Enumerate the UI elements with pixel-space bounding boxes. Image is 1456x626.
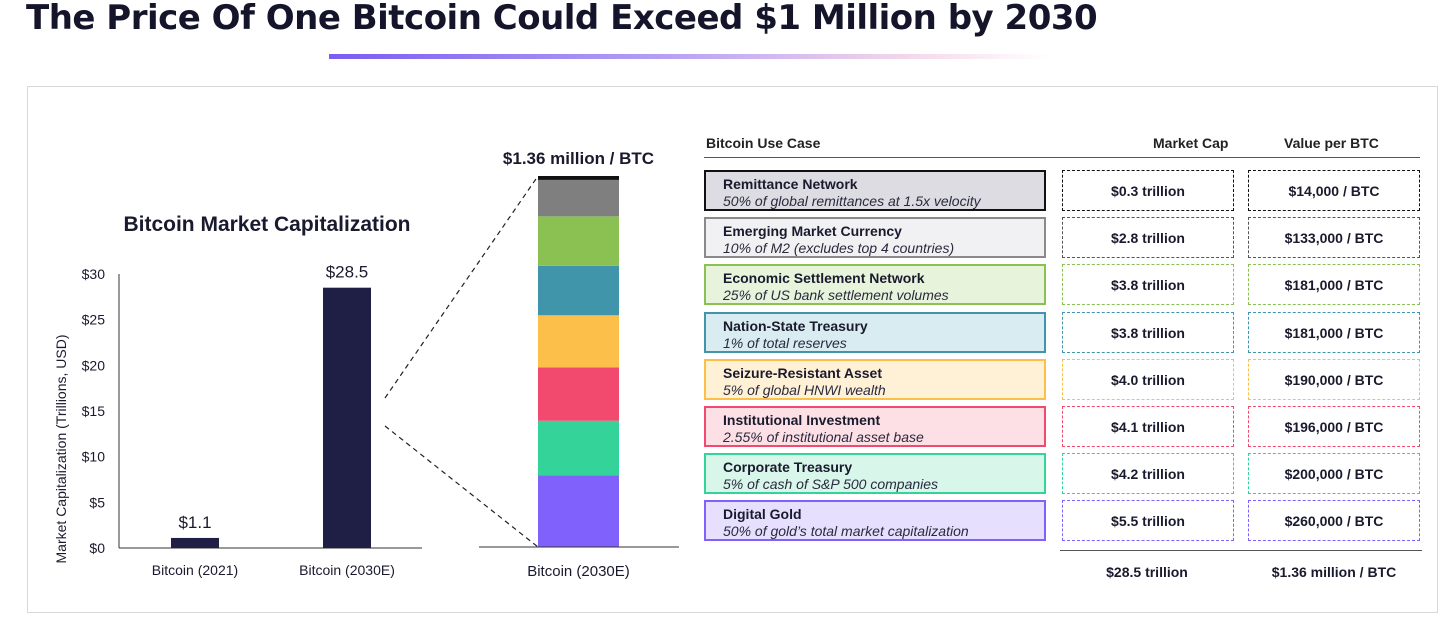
stack-segment	[538, 367, 619, 421]
value-per-btc-cell: $14,000 / BTC	[1248, 170, 1420, 211]
use-case-description: 2.55% of institutional asset base	[723, 429, 924, 445]
value-per-btc-cell: $181,000 / BTC	[1248, 312, 1420, 353]
y-tick-label: $0	[89, 540, 105, 556]
stack-segment	[538, 475, 619, 547]
use-case-cell: Remittance Network 50% of global remittan…	[704, 170, 1046, 211]
use-case-description: 50% of gold’s total market capitalizatio…	[723, 523, 969, 539]
title-underline	[329, 54, 1049, 59]
use-case-description: 50% of global remittances at 1.5x veloci…	[723, 193, 981, 209]
y-tick-label: $15	[82, 403, 106, 419]
bar	[323, 287, 371, 548]
zoom-connector-bottom	[384, 425, 539, 548]
zoom-connector-top	[384, 175, 539, 399]
value-per-btc-cell: $190,000 / BTC	[1248, 359, 1420, 400]
market-cap-cell: $2.8 trillion	[1062, 217, 1234, 258]
stack-category-label: Bitcoin (2030E)	[527, 563, 630, 580]
stack-segment	[538, 265, 619, 316]
use-case-name: Emerging Market Currency	[723, 223, 902, 239]
market-cap-cell: $4.2 trillion	[1062, 453, 1234, 494]
use-case-description: 1% of total reserves	[723, 335, 847, 351]
header-use-case: Bitcoin Use Case	[706, 135, 821, 151]
header-value-per-btc: Value per BTC	[1284, 135, 1379, 151]
x-tick-label: Bitcoin (2021)	[152, 562, 238, 578]
use-case-description: 10% of M2 (excludes top 4 countries)	[723, 240, 955, 256]
market-cap-cell: $4.1 trillion	[1062, 406, 1234, 447]
use-case-name: Nation-State Treasury	[723, 318, 868, 334]
use-case-cell: Emerging Market Currency 10% of M2 (exclu…	[704, 217, 1046, 258]
y-axis-label: Market Capitalization (Trillions, USD)	[53, 335, 69, 564]
bar-data-label: $28.5	[326, 263, 369, 282]
market-cap-cell: $3.8 trillion	[1062, 264, 1234, 305]
use-case-name: Corporate Treasury	[723, 459, 853, 475]
chart-panel	[27, 86, 1438, 613]
chart-title: Bitcoin Market Capitalization	[123, 213, 410, 236]
use-case-name: Seizure-Resistant Asset	[723, 365, 882, 381]
market-cap-cell: $5.5 trillion	[1062, 500, 1234, 541]
stack-segment	[538, 176, 619, 180]
use-case-name: Economic Settlement Network	[723, 270, 925, 286]
value-per-btc-cell: $260,000 / BTC	[1248, 500, 1420, 541]
use-case-cell: Digital Gold 50% of gold’s total market c…	[704, 500, 1046, 541]
use-case-cell: Economic Settlement Network 25% of US ban…	[704, 264, 1046, 305]
value-per-btc-cell: $196,000 / BTC	[1248, 406, 1420, 447]
value-per-btc-cell: $200,000 / BTC	[1248, 453, 1420, 494]
use-case-name: Remittance Network	[723, 176, 858, 192]
bar-data-label: $1.1	[178, 513, 211, 532]
use-case-cell: Corporate Treasury 5% of cash of S&P 500 …	[704, 453, 1046, 494]
stack-top-label: $1.36 million / BTC	[503, 149, 654, 168]
bar	[171, 537, 219, 548]
x-tick-label: Bitcoin (2030E)	[299, 562, 395, 578]
y-tick-label: $30	[82, 266, 106, 282]
y-tick-label: $20	[82, 357, 106, 373]
header-market-cap: Market Cap	[1153, 135, 1229, 151]
use-case-cell: Institutional Investment 2.55% of institu…	[704, 406, 1046, 447]
stack-segment	[538, 315, 619, 368]
use-case-name: Digital Gold	[723, 506, 802, 522]
stack-segment	[538, 420, 619, 476]
y-tick-label: $5	[89, 494, 105, 510]
total-market-cap: $28.5 trillion	[1106, 564, 1188, 580]
use-case-name: Institutional Investment	[723, 412, 881, 428]
use-case-description: 25% of US bank settlement volumes	[723, 287, 949, 303]
market-cap-cell: $4.0 trillion	[1062, 359, 1234, 400]
value-per-btc-cell: $181,000 / BTC	[1248, 264, 1420, 305]
use-case-cell: Seizure-Resistant Asset 5% of global HNWI…	[704, 359, 1046, 400]
stack-segment	[538, 179, 619, 217]
y-tick-label: $25	[82, 312, 106, 328]
totals-divider	[1060, 550, 1422, 551]
page-title: The Price Of One Bitcoin Could Exceed $1…	[26, 0, 1098, 38]
market-cap-cell: $3.8 trillion	[1062, 312, 1234, 353]
stack-segment	[538, 216, 619, 266]
use-case-description: 5% of global HNWI wealth	[723, 382, 886, 398]
use-case-cell: Nation-State Treasury 1% of total reserve…	[704, 312, 1046, 353]
value-per-btc-cell: $133,000 / BTC	[1248, 217, 1420, 258]
use-case-description: 5% of cash of S&P 500 companies	[723, 476, 939, 492]
header-divider	[704, 157, 1420, 158]
market-cap-cell: $0.3 trillion	[1062, 170, 1234, 211]
total-value-per-btc: $1.36 million / BTC	[1271, 564, 1397, 580]
y-tick-label: $10	[82, 449, 106, 465]
